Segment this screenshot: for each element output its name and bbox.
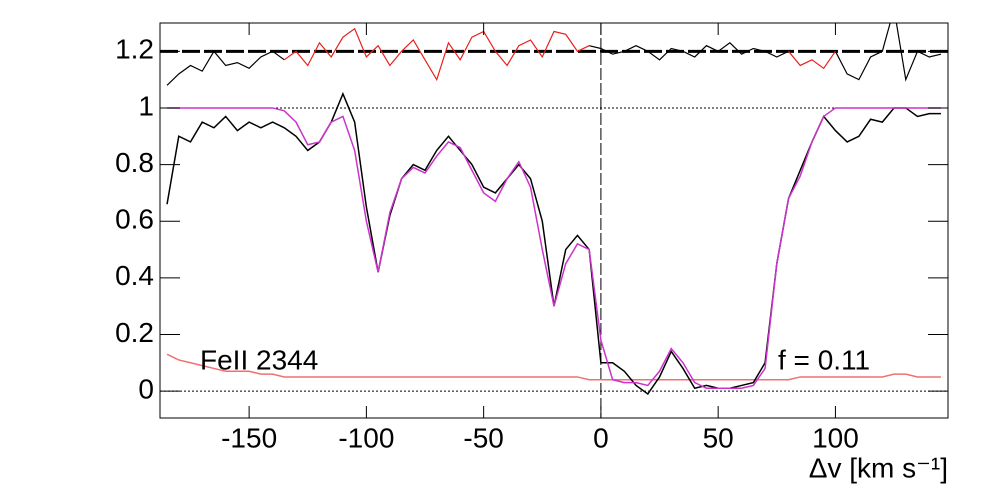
x-tick-label: -150 xyxy=(221,422,277,453)
annotation: FeII 2344 xyxy=(200,344,318,375)
x-tick-label: 100 xyxy=(812,422,859,453)
x-axis-label: Δv [km s⁻¹] xyxy=(809,452,948,483)
y-tick-label: 0.2 xyxy=(115,317,154,348)
y-tick-label: 0.4 xyxy=(115,260,154,291)
data-line xyxy=(589,42,789,61)
x-tick-label: -100 xyxy=(338,422,394,453)
data-line xyxy=(166,50,285,86)
data-line xyxy=(834,23,942,82)
y-tick-label: 0.6 xyxy=(115,204,154,235)
plot-area xyxy=(160,23,948,418)
data-line xyxy=(283,27,590,82)
data-line xyxy=(167,107,941,390)
data-line xyxy=(166,353,941,381)
x-tick-label: 0 xyxy=(593,422,609,453)
data-line xyxy=(788,50,836,70)
x-tick-label: -50 xyxy=(463,422,503,453)
plot-frame xyxy=(159,22,949,419)
x-tick-label: 50 xyxy=(703,422,734,453)
y-tick-label: 0 xyxy=(138,373,154,404)
y-tick-label: 1 xyxy=(138,90,154,121)
y-tick-label: 0.8 xyxy=(115,147,154,178)
annotation: f = 0.11 xyxy=(778,344,870,375)
y-tick-label: 1.2 xyxy=(115,34,154,65)
